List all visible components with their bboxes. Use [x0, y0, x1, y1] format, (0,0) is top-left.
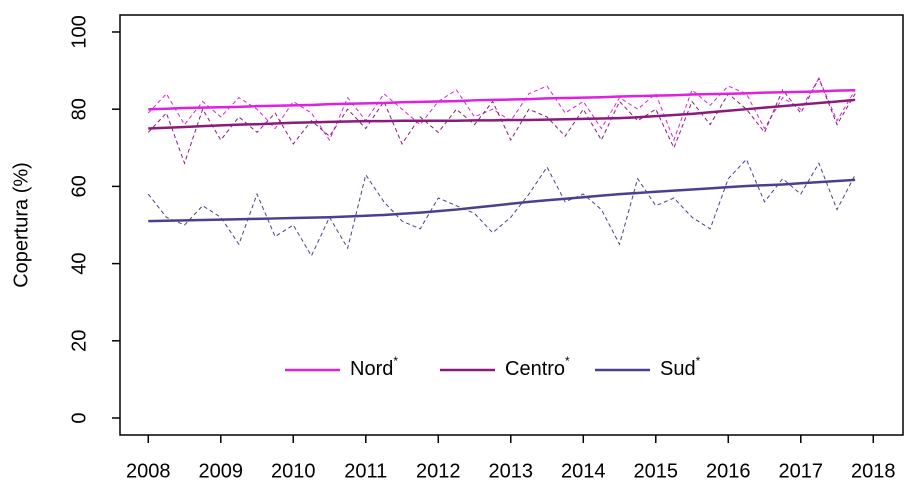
x-tick-label: 2011 [344, 460, 387, 482]
observed-line [147, 77, 856, 142]
x-tick-label: 2017 [779, 460, 824, 482]
legend-name: Nord [350, 358, 393, 380]
observed-line [147, 158, 856, 257]
x-tick-label: 2009 [199, 460, 244, 482]
x-tick-label: 2015 [634, 460, 679, 482]
y-tick-label: 100 [68, 15, 90, 48]
x-tick-label: 2010 [271, 460, 316, 482]
y-tick-label: 80 [68, 98, 90, 120]
legend-note: * [393, 354, 398, 368]
trend-line [148, 89, 856, 111]
x-tick-label: 2014 [561, 460, 606, 482]
legend-name: Sud [660, 358, 696, 380]
legend-name: Centro [505, 358, 565, 380]
legend-note: * [565, 354, 570, 368]
x-tick-label: 2008 [126, 460, 171, 482]
y-tick-label: 40 [68, 252, 90, 274]
legend-label: Sud* [660, 354, 701, 380]
x-tick-label: 2016 [706, 460, 751, 482]
y-tick-label: 20 [68, 330, 90, 352]
x-tick-label: 2018 [851, 460, 896, 482]
legend-note: * [696, 354, 701, 368]
legend-label: Centro* [505, 354, 570, 380]
x-tick-label: 2012 [416, 460, 461, 482]
y-tick-label: 60 [68, 175, 90, 197]
x-tick-label: 2013 [489, 460, 534, 482]
y-tick-label: 0 [68, 412, 90, 423]
trend-line [148, 98, 856, 130]
legend-label: Nord* [350, 354, 398, 380]
trend-line [148, 178, 856, 223]
y-axis-label: Copertura (%) [10, 162, 32, 288]
